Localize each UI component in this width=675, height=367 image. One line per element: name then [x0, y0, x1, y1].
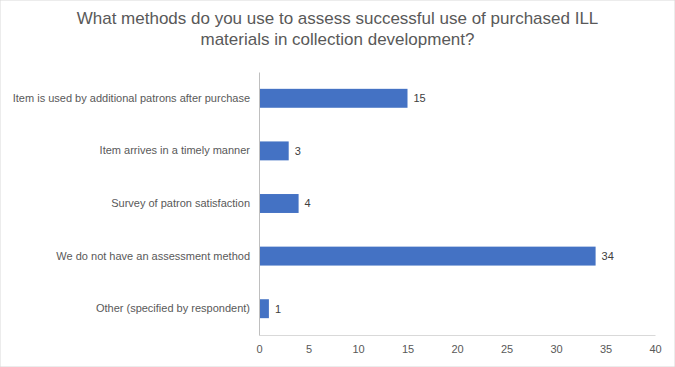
data-label: 3: [295, 145, 301, 157]
x-tick: 0: [256, 335, 262, 355]
y-tick: Survey of patron satisfaction: [111, 197, 259, 209]
chart-background: [0, 0, 675, 367]
x-tick-label: 35: [600, 343, 612, 355]
y-tick-label: We do not have an assessment method: [56, 250, 250, 262]
x-tick: 15: [402, 335, 414, 355]
y-tick-label: Item arrives in a timely manner: [100, 144, 251, 156]
x-tick: 20: [451, 335, 463, 355]
x-tick: 35: [600, 335, 612, 355]
y-tick: Item is used by additional patrons after…: [13, 92, 259, 104]
x-tick: 25: [501, 335, 513, 355]
y-axis: Item is used by additional patrons after…: [13, 73, 260, 336]
y-tick: Item arrives in a timely manner: [100, 144, 259, 156]
x-tick: 30: [550, 335, 562, 355]
y-tick: We do not have an assessment method: [56, 250, 259, 262]
plot: 15343410510152025303540Item is used by a…: [13, 73, 662, 355]
data-label: 1: [275, 303, 281, 315]
x-axis: 0 5 10 15 20 25 30 35 40: [256, 335, 661, 355]
x-tick: 40: [649, 335, 661, 355]
title-line: materials in collection development?: [200, 30, 474, 49]
bar: [259, 299, 269, 318]
x-tick-label: 0: [256, 343, 262, 355]
y-tick-label: Item is used by additional patrons after…: [13, 92, 250, 104]
y-tick: Other (specified by respondent): [96, 302, 259, 314]
x-axis-line: [260, 335, 656, 336]
x-tick-label: 30: [550, 343, 562, 355]
x-tick-label: 40: [649, 343, 661, 355]
y-axis-line: [259, 73, 260, 336]
data-labels: 1534341: [275, 92, 614, 314]
data-label: 34: [602, 250, 614, 262]
title-line: What methods do you use to assess succes…: [77, 9, 599, 28]
bar: [259, 194, 299, 213]
bar: [259, 89, 408, 108]
x-tick: 5: [306, 335, 312, 355]
bar: [259, 141, 289, 160]
chart: What methods do you use to assess succes…: [0, 0, 675, 367]
data-label: 4: [305, 197, 311, 209]
bars: [259, 89, 596, 318]
chart-title: What methods do you use to assess succes…: [77, 9, 599, 49]
x-tick-label: 20: [451, 343, 463, 355]
x-tick-label: 10: [352, 343, 364, 355]
y-tick-label: Other (specified by respondent): [96, 302, 250, 314]
x-tick-label: 15: [402, 343, 414, 355]
y-tick-label: Survey of patron satisfaction: [111, 197, 250, 209]
x-tick-label: 5: [306, 343, 312, 355]
data-label: 15: [414, 92, 426, 104]
bar: [259, 247, 596, 266]
x-tick: 10: [352, 335, 364, 355]
x-tick-label: 25: [501, 343, 513, 355]
